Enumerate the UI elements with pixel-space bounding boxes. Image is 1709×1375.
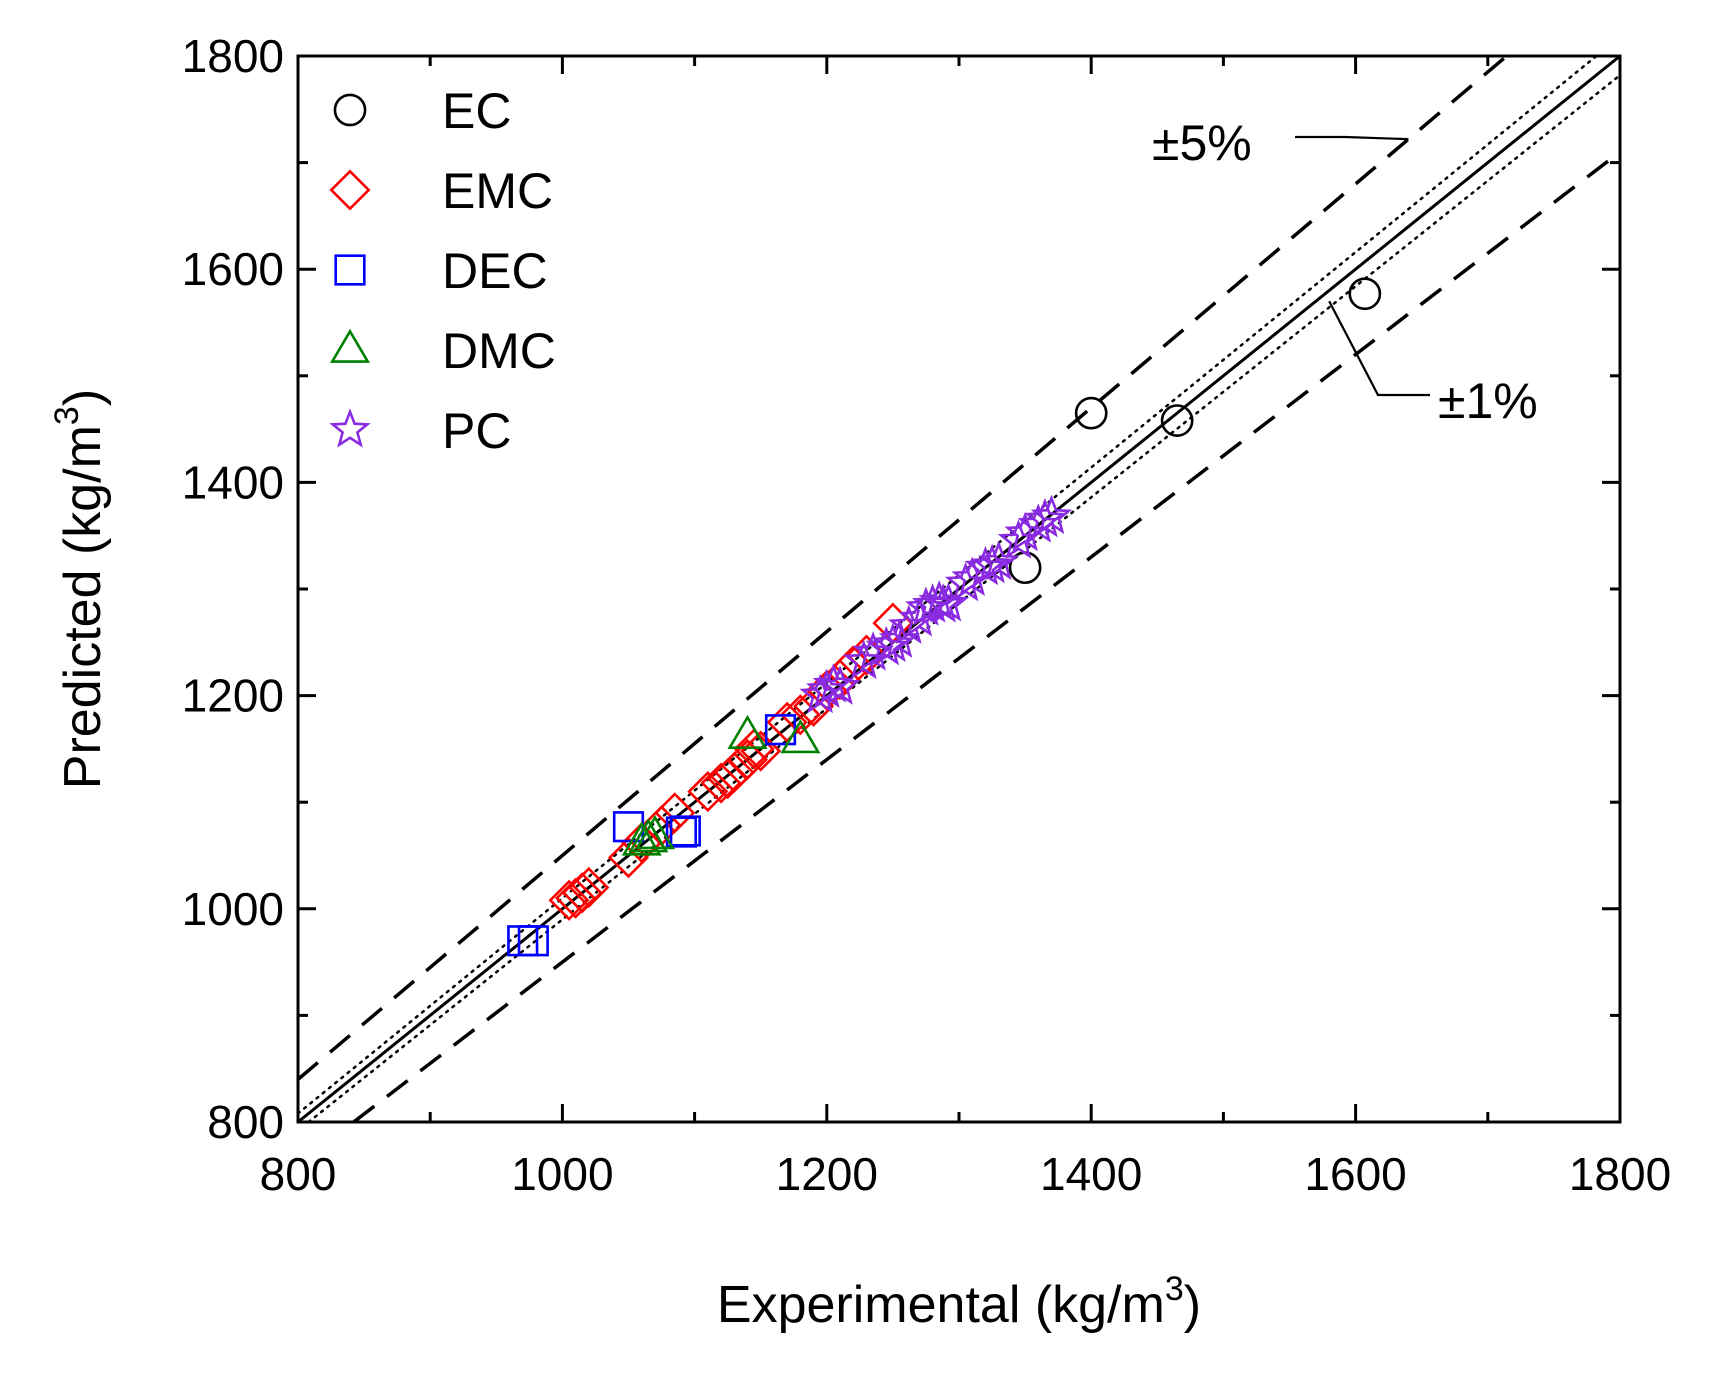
legend-marker-dec xyxy=(334,254,366,286)
annotation-5-percent: ±5% xyxy=(1152,115,1409,171)
legend-item-ec: EC xyxy=(333,83,511,139)
legend-marker-emc xyxy=(329,169,371,211)
annotation-5-percent-leader xyxy=(1295,135,1409,141)
legend-marker-dmc xyxy=(329,328,371,363)
point-dmc-2 xyxy=(634,815,675,850)
legend-marker-ec xyxy=(333,93,367,127)
point-pc-20 xyxy=(978,540,1020,581)
legend-item-dmc: DMC xyxy=(329,323,556,379)
legend-label-pc: PC xyxy=(442,403,511,459)
point-dmc-4 xyxy=(780,719,821,754)
legend-item-emc: EMC xyxy=(329,163,553,219)
x-tick-label: 1200 xyxy=(776,1148,878,1200)
legend-marker-pc xyxy=(329,408,371,448)
point-dmc-3 xyxy=(727,714,768,750)
plus-1-percent-line xyxy=(296,54,1598,1115)
point-emc-3 xyxy=(568,866,610,909)
legend-label-ec: EC xyxy=(442,83,511,139)
series-pc xyxy=(799,494,1073,714)
point-emc-12 xyxy=(726,739,769,781)
series-ec xyxy=(1008,277,1382,585)
point-pc-25 xyxy=(1030,494,1073,535)
point-dmc-0 xyxy=(621,821,662,856)
point-pc-15 xyxy=(927,582,970,622)
x-tick-label: 800 xyxy=(260,1148,337,1200)
legend-item-pc: PC xyxy=(329,403,511,459)
y-tick-label: 1400 xyxy=(182,456,284,508)
point-dmc-1 xyxy=(628,818,669,853)
point-dec-4 xyxy=(669,815,701,847)
point-pc-17 xyxy=(951,556,993,597)
y-tick-label: 1600 xyxy=(182,243,284,295)
point-pc-18 xyxy=(964,545,1007,586)
point-ec-0 xyxy=(1074,396,1108,430)
legend-label-dec: DEC xyxy=(442,243,548,299)
point-ec-3 xyxy=(1348,277,1382,311)
point-ec-1 xyxy=(1160,404,1194,437)
series-dmc xyxy=(621,714,821,856)
point-emc-0 xyxy=(548,879,590,921)
point-pc-22 xyxy=(1004,511,1046,552)
x-tick-label: 1600 xyxy=(1304,1148,1406,1200)
legend: EC EMC DEC DMC PC xyxy=(329,83,556,459)
point-pc-8 xyxy=(878,618,921,658)
x-tick-label: 1400 xyxy=(1040,1148,1142,1200)
annotation-1-percent-leader xyxy=(1328,300,1430,397)
y-tick-label: 1200 xyxy=(182,670,284,722)
x-axis-title: Experimental (kg/m3) xyxy=(717,1270,1201,1334)
point-emc-11 xyxy=(713,751,755,793)
point-dec-1 xyxy=(517,925,549,957)
point-pc-2 xyxy=(812,663,855,703)
y-tick-label: 1800 xyxy=(182,30,284,82)
x-tick-label: 1800 xyxy=(1569,1148,1671,1200)
annotation-1-percent: ±1% xyxy=(1328,300,1538,429)
point-pc-3 xyxy=(819,665,861,705)
point-pc-14 xyxy=(922,583,964,623)
point-emc-7 xyxy=(654,792,696,834)
axis-ticks: 800 1000 1200 1400 1600 1800 800 1000 1200 1400 16… xyxy=(182,30,1672,1200)
legend-item-dec: DEC xyxy=(334,243,548,299)
minus-5-percent-line xyxy=(352,150,1622,1124)
annotations: ±5% ±1% xyxy=(1152,115,1538,429)
legend-label-dmc: DMC xyxy=(442,323,556,379)
point-emc-8 xyxy=(687,770,729,813)
plus-5-percent-line xyxy=(296,54,1508,1081)
data-points xyxy=(507,277,1382,957)
legend-label-emc: EMC xyxy=(442,163,553,219)
series-emc xyxy=(548,602,914,921)
y-tick-label: 1000 xyxy=(182,883,284,935)
x-tick-label: 1000 xyxy=(511,1148,613,1200)
point-emc-9 xyxy=(700,762,742,804)
annotation-1-percent-label: ±1% xyxy=(1438,373,1538,429)
y-tick-label: 800 xyxy=(207,1096,284,1148)
y-axis-title: Predicted (kg/m3) xyxy=(48,389,112,789)
annotation-5-percent-label: ±5% xyxy=(1152,115,1252,171)
